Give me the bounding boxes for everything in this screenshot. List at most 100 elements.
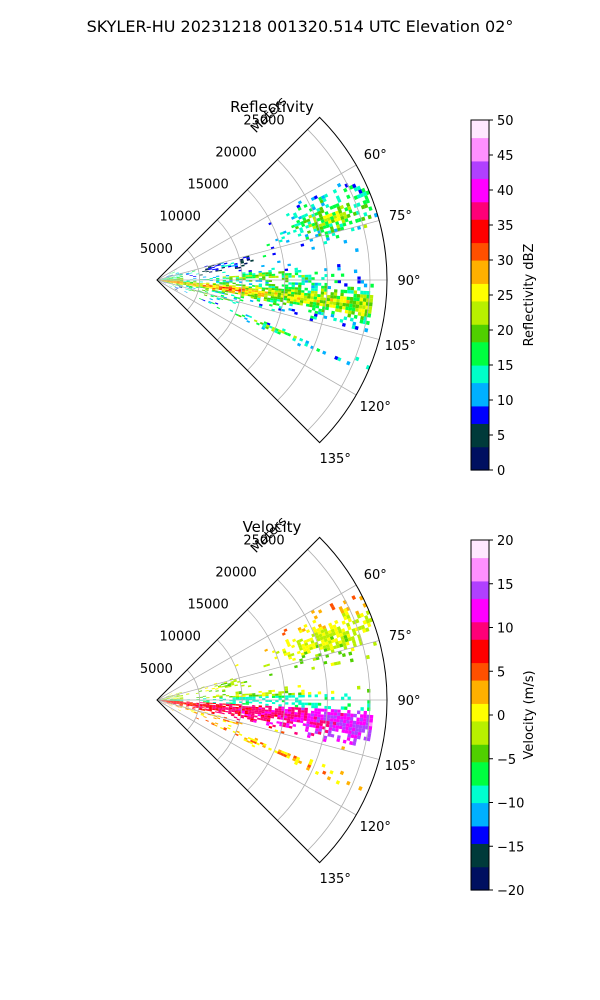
radar-cell (293, 335, 298, 340)
radar-cell (265, 694, 269, 697)
colorbar-label: Velocity (m/s) (522, 670, 537, 759)
radar-cell (341, 726, 346, 730)
radar-cell (334, 217, 339, 223)
radar-cell (270, 714, 275, 717)
radar-cell (304, 707, 308, 711)
radar-cell (239, 695, 243, 698)
radar-cell (253, 297, 258, 300)
radar-cell (221, 712, 225, 715)
radar-cell (320, 717, 324, 721)
radar-cell (359, 297, 364, 302)
azimuth-spoke (156, 164, 357, 281)
radar-cell (319, 626, 324, 631)
radar-cell (310, 710, 315, 714)
radar-cell (248, 283, 253, 285)
radar-cell (320, 194, 326, 200)
radar-cell (242, 693, 246, 696)
colorbar-segment (471, 370, 489, 378)
radar-cell (328, 212, 333, 218)
radar-cell (305, 629, 311, 634)
radar-cell (221, 689, 226, 691)
radar-cell (185, 693, 190, 695)
radar-cell (242, 284, 246, 287)
radar-cell (252, 276, 256, 279)
colorbar-segment (471, 645, 489, 652)
radar-cell (343, 187, 348, 193)
radar-cell (208, 300, 212, 304)
radar-cell (234, 292, 239, 295)
radar-cell (354, 218, 360, 223)
radar-cell (199, 704, 203, 706)
radar-cell (353, 269, 358, 274)
radar-cell (189, 284, 193, 286)
radar-cell (336, 715, 341, 720)
colorbar-segment (471, 580, 489, 588)
radar-cell (303, 648, 307, 653)
colorbar-segment (471, 306, 489, 314)
radar-cell (215, 690, 219, 692)
radar-cell (300, 220, 305, 225)
radar-cell (265, 692, 269, 695)
radar-cell (160, 699, 164, 700)
radar-cell (338, 606, 344, 611)
radar-cell (326, 297, 331, 302)
radar-cell (299, 300, 304, 304)
radar-cell (221, 710, 226, 712)
radar-cell (309, 304, 313, 308)
radar-cell (237, 292, 242, 295)
radar-cell (166, 278, 171, 280)
radar-cell (246, 256, 250, 260)
radar-cell (295, 759, 300, 763)
radar-cell (257, 294, 262, 297)
radar-cell (212, 702, 217, 705)
radar-cell (270, 297, 274, 301)
radar-cell (343, 645, 348, 650)
radar-cell (189, 702, 194, 704)
radar-cell (336, 633, 341, 638)
radar-cell (163, 702, 167, 704)
radar-cell (211, 289, 216, 292)
radar-cell (261, 692, 266, 695)
radar-cell (314, 310, 319, 315)
radar-cell (347, 289, 351, 294)
radar-cell (321, 642, 326, 647)
radar-cell (199, 703, 203, 705)
radar-cell (160, 700, 164, 702)
radar-cell (367, 313, 372, 318)
radar-cell (328, 727, 333, 731)
colorbar-segment (471, 627, 489, 634)
radar-cell (166, 281, 170, 283)
radar-cell (189, 704, 193, 706)
radar-cell (271, 284, 276, 287)
radar-cell (228, 286, 233, 288)
radar-cell (238, 290, 242, 292)
radar-cell (304, 702, 309, 706)
radar-cell (221, 291, 225, 294)
radar-cell (346, 719, 350, 724)
radar-cell (202, 276, 207, 278)
radar-cell (304, 213, 309, 218)
radar-cell (253, 720, 257, 723)
radar-cell (218, 269, 223, 272)
radar-cell (296, 204, 301, 209)
radar-cell (208, 710, 212, 712)
radar-cell (240, 294, 245, 297)
radar-cell (242, 285, 246, 288)
radar-cell (183, 281, 187, 283)
radar-cell (212, 287, 216, 290)
radar-cell (278, 239, 283, 243)
radar-cell (350, 713, 354, 718)
radar-cell (293, 294, 298, 298)
radar-cell (301, 694, 305, 698)
radar-cell (255, 276, 259, 279)
radar-cell (189, 285, 193, 287)
colorbar-segment (471, 680, 489, 687)
radar-cell (195, 273, 200, 275)
radar-cell (301, 627, 306, 632)
radar-cell (225, 283, 230, 286)
radar-cell (179, 697, 184, 699)
radar-cell (304, 277, 309, 280)
radar-cell (356, 613, 362, 619)
radar-cell (350, 636, 355, 641)
radar-cell (310, 296, 314, 300)
